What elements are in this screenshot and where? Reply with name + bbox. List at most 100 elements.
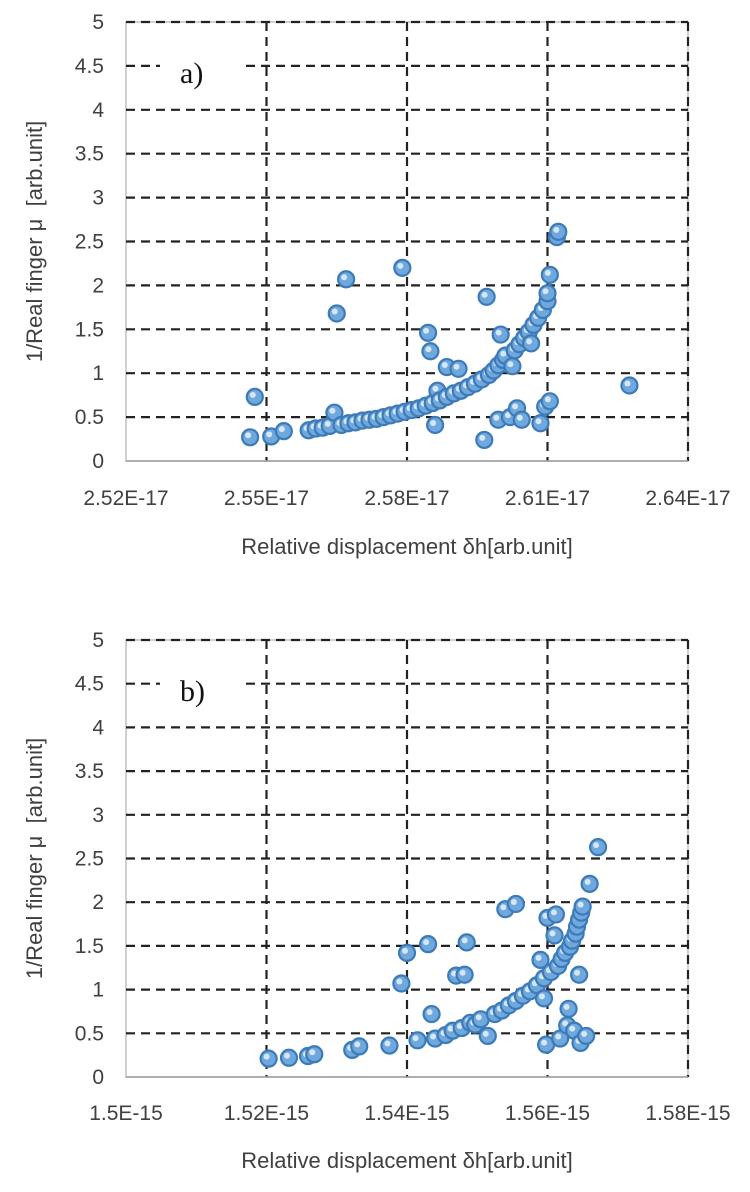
y-tick-label: 4.5 <box>75 55 104 78</box>
data-point-highlight <box>245 432 252 439</box>
y-tick-label: 2 <box>92 891 104 914</box>
data-point-highlight <box>538 993 545 1000</box>
panel-label: a) <box>180 57 203 90</box>
y-tick-label: 1 <box>92 362 104 385</box>
data-point-highlight <box>430 1033 437 1040</box>
y-tick-label: 5 <box>92 11 104 34</box>
data-point-highlight <box>535 954 542 961</box>
data-point-highlight <box>461 937 468 944</box>
data-point-highlight <box>584 878 591 885</box>
y-tick-label: 3.5 <box>75 143 104 166</box>
x-tick-label: 1.52E-15 <box>224 1102 309 1125</box>
y-tick-label: 1.5 <box>75 318 104 341</box>
data-point-highlight <box>453 363 460 370</box>
data-point-highlight <box>563 1003 570 1010</box>
x-tick-label: 1.54E-15 <box>364 1102 449 1125</box>
data-point-highlight <box>481 291 488 298</box>
data-point-highlight <box>263 1053 270 1060</box>
data-point-highlight <box>402 947 408 954</box>
scatter-chart-b: 0 0.5 1 1.5 2 2.5 3 3.5 4 4.5 5 1.5E-15 1.52E-15 1.54… <box>22 629 731 1173</box>
data-point-highlight <box>535 418 542 425</box>
data-point-highlight <box>550 909 557 916</box>
data-point-highlight <box>249 391 256 398</box>
y-tick-label: 5 <box>92 629 104 652</box>
data-point-highlight <box>447 1025 454 1032</box>
data-point-highlight <box>459 969 466 976</box>
data-point-highlight <box>500 904 507 911</box>
data-point-highlight <box>331 308 338 315</box>
x-tick-label: 1.58E-15 <box>645 1102 730 1125</box>
x-tick-label: 2.64E-17 <box>645 487 730 510</box>
data-point-highlight <box>549 930 556 937</box>
panel-label: b) <box>180 675 205 708</box>
data-point-highlight <box>512 403 519 410</box>
data-point-highlight <box>493 414 500 421</box>
x-tick-label: 2.52E-17 <box>83 487 168 510</box>
data-point-highlight <box>507 361 514 368</box>
y-tick-label: 1 <box>92 979 104 1002</box>
data-point-highlight <box>541 1039 548 1046</box>
y-tick-label: 2 <box>92 274 104 297</box>
data-point-highlight <box>574 969 581 976</box>
data-point-highlight <box>510 898 517 905</box>
y-tick-label: 1.5 <box>75 935 104 958</box>
y-axis-title: 1/Real finger μ [arb.unit] <box>22 738 47 979</box>
data-point-highlight <box>553 226 560 233</box>
y-tick-label: 0.5 <box>75 1022 104 1045</box>
y-axis-title: 1/Real finger μ [arb.unit] <box>22 121 47 362</box>
panel-label-background <box>160 53 240 105</box>
data-point-highlight <box>266 431 273 438</box>
data-point-highlight <box>432 385 439 392</box>
data-point-highlight <box>482 1030 489 1037</box>
y-tick-label: 2.5 <box>75 231 104 254</box>
data-point-highlight <box>412 1035 419 1042</box>
data-point-highlight <box>430 420 437 427</box>
data-point-highlight <box>426 1009 433 1016</box>
data-point-highlight <box>283 1052 290 1059</box>
y-tick-label: 3 <box>92 804 104 827</box>
y-tick-label: 4.5 <box>75 673 104 696</box>
data-point-highlight <box>500 350 507 357</box>
x-tick-label: 2.61E-17 <box>505 487 590 510</box>
data-point-highlight <box>309 1049 316 1056</box>
data-point-highlight <box>562 1020 569 1027</box>
data-point-highlight <box>324 420 331 427</box>
data-point-highlight <box>384 1040 391 1047</box>
x-tick-label: 1.5E-15 <box>89 1102 163 1125</box>
data-point-highlight <box>624 380 631 387</box>
y-tick-label: 3 <box>92 187 104 210</box>
data-point-highlight <box>354 1041 361 1048</box>
x-axis-title: Relative displacement δh[arb.unit] <box>241 534 572 559</box>
data-point-highlight <box>341 274 348 281</box>
data-point-highlight <box>475 1014 482 1021</box>
data-point-highlight <box>593 842 600 849</box>
data-point-highlight <box>396 978 403 985</box>
data-point-highlight <box>544 269 551 276</box>
scatter-chart-a: 0 0.5 1 1.5 2 2.5 3 3.5 4 4.5 5 2.52E-17 2.55E-17 2.5… <box>22 11 731 559</box>
data-point-highlight <box>423 327 430 334</box>
x-tick-label: 1.56E-15 <box>505 1102 590 1125</box>
data-point-highlight <box>423 939 430 946</box>
data-point-highlight <box>425 346 432 353</box>
y-tick-label: 4 <box>92 716 104 739</box>
panel-label-background <box>160 671 240 723</box>
data-point-highlight <box>581 1030 588 1037</box>
data-point-highlight <box>278 426 285 433</box>
y-tick-label: 4 <box>92 99 104 122</box>
data-point-highlight <box>441 362 448 369</box>
data-point-highlight <box>569 1025 576 1032</box>
data-point-highlight <box>505 412 512 419</box>
x-axis-title: Relative displacement δh[arb.unit] <box>241 1148 572 1173</box>
data-point-highlight <box>516 414 523 421</box>
y-tick-label: 0 <box>92 1066 104 1089</box>
data-point-highlight <box>397 262 404 269</box>
data-point-highlight <box>577 901 584 908</box>
data-point-highlight <box>544 396 551 403</box>
y-tick-label: 3.5 <box>75 760 104 783</box>
x-tick-label: 2.58E-17 <box>364 487 449 510</box>
data-point-highlight <box>542 288 549 295</box>
data-point-highlight <box>479 434 486 441</box>
y-tick-label: 2.5 <box>75 848 104 871</box>
data-point-highlight <box>526 338 533 345</box>
data-point-highlight <box>329 407 336 414</box>
